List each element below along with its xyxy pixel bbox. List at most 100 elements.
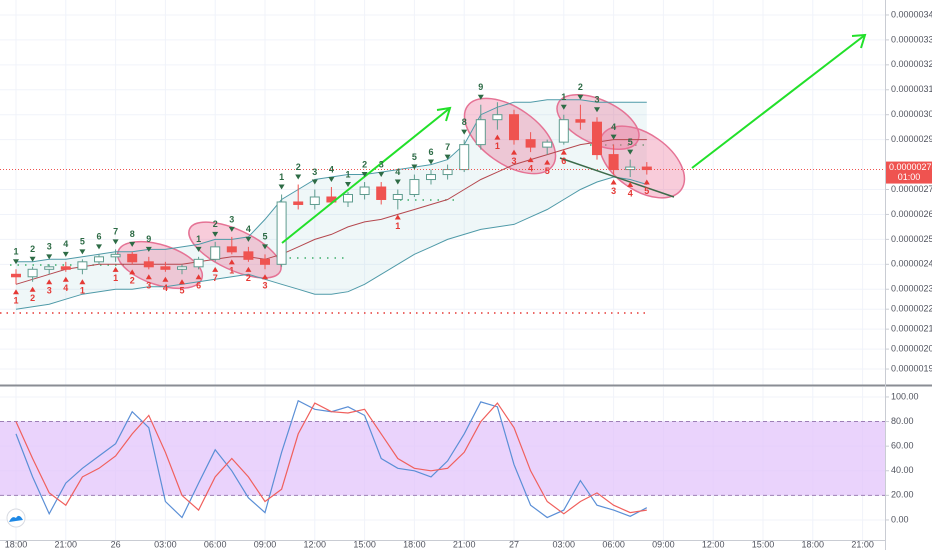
setup-marker (511, 149, 517, 155)
setup-marker (228, 226, 235, 232)
setup-marker (544, 159, 551, 165)
setup-marker (643, 179, 650, 185)
sell-setup-count: 5 (262, 232, 267, 242)
arrow (691, 34, 866, 169)
setup-marker (577, 94, 584, 100)
band-basis (15, 139, 647, 285)
x-tick-label: 21:00 (453, 539, 476, 549)
buy-setup-count: 3 (611, 186, 616, 196)
buy-setup-count: 4 (63, 283, 68, 293)
x-tick-label: 09:00 (254, 539, 277, 549)
setup-marker (610, 134, 617, 140)
buy-setup-count: 3 (262, 281, 267, 291)
setup-marker (79, 279, 86, 285)
candle-body (475, 119, 486, 146)
buy-setup-count: 7 (213, 273, 218, 283)
candle-body (376, 186, 387, 200)
setup-marker (145, 274, 152, 280)
setup-marker (527, 157, 534, 163)
candle-body (160, 266, 171, 270)
buy-setup-count: 1 (113, 273, 118, 283)
buy-setup-count: 6 (561, 156, 566, 166)
candle-body (60, 266, 71, 270)
sell-setup-count: 2 (213, 219, 218, 229)
candle-body (94, 256, 104, 263)
sell-setup-count: 4 (329, 164, 334, 174)
sell-setup-count: 5 (80, 237, 85, 247)
setup-marker (627, 149, 634, 155)
setup-marker (195, 274, 202, 280)
sell-setup-count: 1 (561, 92, 566, 102)
last-price-label: 0.00000278 (889, 162, 932, 172)
buy-setup-count: 2 (246, 273, 251, 283)
y-tick-label: 100.00 (891, 391, 919, 401)
countdown: 01:00 (898, 172, 921, 182)
setup-marker (96, 244, 102, 250)
setup-marker (560, 149, 567, 155)
setup-marker (245, 266, 252, 272)
x-tick-label: 18:00 (5, 539, 28, 549)
setup-marker (245, 236, 252, 242)
sell-setup-count: 3 (379, 159, 384, 169)
sell-setup-count: 3 (229, 214, 234, 224)
setup-marker (311, 179, 318, 185)
buy-setup-count: 2 (130, 276, 135, 286)
sell-setup-count: 7 (113, 227, 118, 237)
setup-marker (411, 164, 418, 170)
setup-marker (112, 266, 119, 272)
candle-body (492, 114, 503, 121)
arrow (281, 107, 451, 244)
sell-setup-count: 8 (130, 229, 135, 239)
candle-body (260, 258, 270, 265)
setup-marker (262, 244, 268, 250)
sell-setup-count: 2 (296, 162, 301, 172)
candle-body (509, 114, 519, 141)
buy-setup-count: 5 (644, 186, 649, 196)
candle-body (110, 253, 121, 258)
x-tick-label: 12:00 (304, 539, 327, 549)
buy-setup-count: 4 (528, 163, 533, 173)
sell-setup-count: 4 (395, 167, 400, 177)
setup-marker (494, 134, 501, 140)
candle-body (459, 144, 470, 171)
sell-setup-count: 9 (478, 82, 483, 92)
sell-setup-count: 5 (412, 152, 417, 162)
setup-marker (361, 172, 368, 178)
setup-marker (328, 177, 335, 183)
candle-body (575, 119, 586, 123)
x-tick-label: 03:00 (553, 539, 576, 549)
candle-body (293, 201, 304, 205)
band-upper (16, 99, 647, 263)
oscillator-band (0, 421, 885, 496)
setup-marker (444, 154, 451, 160)
setup-marker (179, 279, 185, 285)
band-lower (15, 176, 647, 310)
candle-body (309, 196, 320, 205)
candle-body (442, 169, 453, 176)
sell-setup-count: 7 (445, 142, 450, 152)
sell-setup-count: 4 (63, 239, 68, 249)
setup-marker (13, 289, 19, 295)
setup-marker (594, 107, 600, 113)
x-tick-label: 15:00 (752, 539, 775, 549)
candle-body (525, 139, 536, 148)
buy-setup-count: 5 (179, 286, 184, 296)
y-tick-label: 80.00 (891, 416, 914, 426)
marks (0, 99, 885, 519)
setup-marker (29, 286, 36, 292)
setup-marker (62, 276, 69, 282)
candle-body (77, 261, 88, 270)
sell-setup-count: 2 (578, 82, 583, 92)
x-tick-label: 06:00 (204, 539, 227, 549)
candle-body (409, 179, 420, 195)
sell-setup-count: 5 (628, 137, 633, 147)
